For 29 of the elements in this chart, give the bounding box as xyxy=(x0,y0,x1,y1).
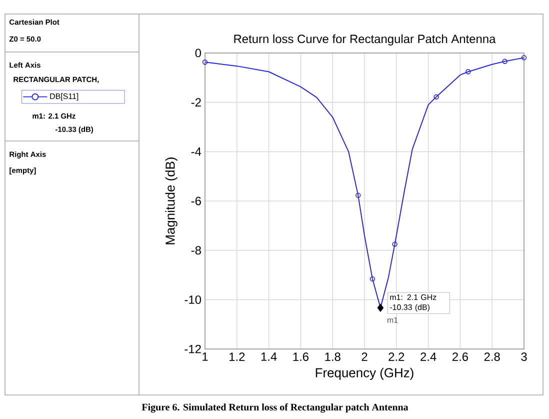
y-tick-label: -10 xyxy=(184,295,202,304)
point xyxy=(356,192,361,198)
y-tick-label: -4 xyxy=(191,148,202,156)
y-tick-label: 0 xyxy=(195,48,202,58)
x-axis-title: Frequency (GHz) xyxy=(316,368,414,380)
y-tick-label: -6 xyxy=(191,196,201,206)
x-tick-label: 2.8 xyxy=(484,352,500,361)
x-tick-label: 2.2 xyxy=(388,352,404,361)
x-tick-label: 1.2 xyxy=(230,352,245,361)
x-tick-label: 2 xyxy=(362,352,368,361)
x-tick-label: 1.4 xyxy=(261,352,277,361)
x-tick-label: 3 xyxy=(521,352,527,361)
y-tick-label: -8 xyxy=(191,246,201,255)
x-tick-label: 1 xyxy=(202,352,208,361)
point xyxy=(502,58,508,64)
y-tick-label: -12 xyxy=(184,344,201,354)
point xyxy=(377,304,384,312)
y-axis-title: Magnitude (dB) xyxy=(165,158,178,244)
y-tick-label: -2 xyxy=(191,98,201,107)
x-tick-label: 2.4 xyxy=(420,352,436,361)
point xyxy=(370,276,376,282)
point xyxy=(466,69,471,74)
x-tick-label: 1.6 xyxy=(293,352,308,361)
caption: Figure 6. Simulated Return loss of Rectangular patch Antenna xyxy=(142,403,408,413)
point xyxy=(392,242,398,247)
x-tick-label: 1.8 xyxy=(325,352,340,361)
point xyxy=(434,94,439,100)
x-tick-label: 2.6 xyxy=(452,352,468,361)
chart-title: Return loss Curve for Rectangular Patch Antenna xyxy=(234,34,496,46)
